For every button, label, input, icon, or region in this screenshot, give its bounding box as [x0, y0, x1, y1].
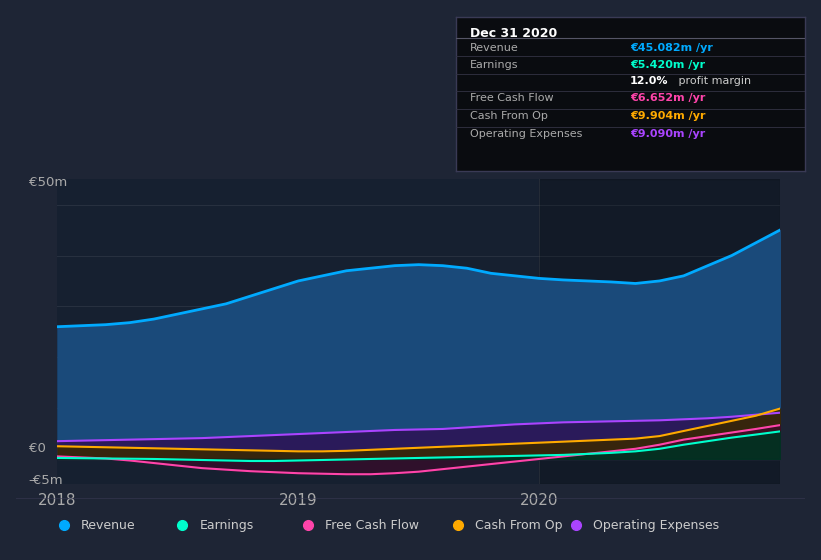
Text: Revenue: Revenue: [470, 43, 518, 53]
Text: €6.652m /yr: €6.652m /yr: [631, 94, 705, 104]
Text: €45.082m /yr: €45.082m /yr: [631, 43, 713, 53]
Text: €9.904m /yr: €9.904m /yr: [631, 111, 705, 121]
Text: Earnings: Earnings: [470, 60, 518, 71]
Text: Cash From Op: Cash From Op: [475, 519, 562, 532]
Text: Revenue: Revenue: [81, 519, 135, 532]
Text: -€5m: -€5m: [29, 474, 63, 487]
Text: €50m: €50m: [29, 175, 67, 189]
Text: Dec 31 2020: Dec 31 2020: [470, 27, 557, 40]
Text: €9.090m /yr: €9.090m /yr: [631, 129, 705, 139]
Text: Cash From Op: Cash From Op: [470, 111, 548, 121]
Text: €5.420m /yr: €5.420m /yr: [631, 60, 705, 71]
Text: profit margin: profit margin: [676, 76, 751, 86]
Text: Operating Expenses: Operating Expenses: [594, 519, 719, 532]
Text: Free Cash Flow: Free Cash Flow: [325, 519, 420, 532]
Text: Operating Expenses: Operating Expenses: [470, 129, 582, 139]
Text: Earnings: Earnings: [200, 519, 254, 532]
Text: €0: €0: [29, 441, 46, 455]
Text: Free Cash Flow: Free Cash Flow: [470, 94, 553, 104]
Text: 12.0%: 12.0%: [631, 76, 668, 86]
Bar: [539, 179, 780, 484]
